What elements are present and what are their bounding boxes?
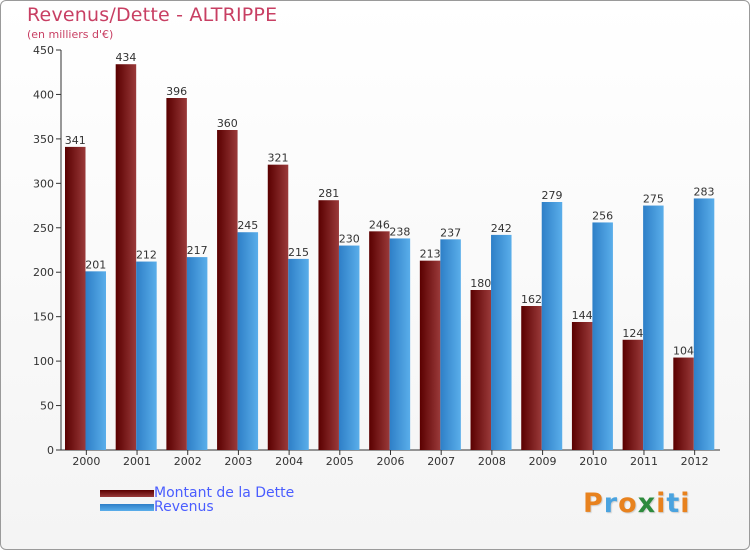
x-tick-label: 2012 (681, 455, 709, 468)
data-label-dette: 144 (572, 309, 593, 322)
proxiti-logo: Proxiti (583, 488, 691, 519)
data-label-revenus: 279 (541, 189, 562, 202)
data-label-dette: 162 (521, 293, 542, 306)
data-label-revenus: 256 (592, 209, 613, 222)
x-tick-label: 2000 (72, 455, 100, 468)
bar-revenus (288, 258, 309, 450)
data-label-revenus: 242 (491, 222, 512, 235)
logo-letter: o (618, 488, 638, 519)
data-label-dette: 180 (470, 277, 491, 290)
x-tick-label: 2005 (326, 455, 354, 468)
bar-dette (115, 64, 137, 450)
logo-letter: t (666, 488, 681, 519)
bar-dette (622, 339, 644, 450)
legend-label-revenus: Revenus (154, 499, 214, 515)
y-tick-label: 0 (47, 444, 54, 457)
data-label-revenus: 275 (643, 193, 664, 206)
bar-revenus (136, 261, 157, 450)
data-label-dette: 434 (115, 51, 136, 64)
data-label-dette: 213 (420, 248, 441, 261)
logo-letter: i (680, 488, 691, 519)
legend-swatch-revenus (100, 504, 154, 511)
bar-revenus (186, 257, 208, 450)
chart-title: Revenus/Dette - ALTRIPPE (27, 4, 278, 26)
data-label-revenus: 230 (339, 233, 360, 246)
legend-label-dette: Montant de la Dette (154, 485, 295, 501)
logo-letter: i (656, 488, 667, 519)
bar-revenus (643, 205, 664, 450)
x-tick-label: 2010 (579, 455, 607, 468)
y-tick-label: 100 (33, 355, 54, 368)
data-label-revenus: 212 (136, 249, 157, 262)
axes-group: 0 50 100 150 200 250 300 350 400 450 2000 2001 2002 2… (33, 44, 720, 468)
data-label-revenus: 217 (187, 244, 208, 257)
logo-letter: r (603, 488, 619, 519)
logo-letter: x (637, 488, 657, 519)
data-label-dette: 104 (673, 345, 694, 358)
data-label-dette: 124 (622, 327, 643, 340)
data-label-dette: 321 (268, 152, 289, 165)
bar-dette (217, 130, 238, 450)
bar-dette (571, 322, 593, 450)
bar-revenus (85, 271, 106, 450)
y-tick-label: 200 (33, 266, 54, 279)
bar-dette (521, 306, 542, 450)
y-tick-label: 300 (33, 177, 54, 190)
x-tick-label: 2011 (630, 455, 658, 468)
data-label-revenus: 215 (288, 246, 309, 259)
bar-dette (369, 231, 390, 450)
data-label-revenus: 237 (440, 226, 461, 239)
bar-dette (470, 290, 492, 450)
logo-letter: P (583, 488, 604, 519)
bar-revenus (237, 232, 259, 450)
data-label-revenus: 201 (85, 258, 106, 271)
bar-dette (166, 98, 187, 450)
y-tick-label: 350 (33, 133, 54, 146)
bar-revenus (440, 239, 461, 450)
y-tick-label: 50 (40, 400, 54, 413)
legend-swatch-dette (100, 490, 154, 497)
bar-dette (65, 146, 86, 450)
bar-revenus (338, 245, 360, 450)
x-tick-label: 2006 (377, 455, 405, 468)
bar-revenus (389, 238, 411, 450)
bar-revenus (693, 198, 715, 450)
bar-revenus (592, 222, 613, 450)
bars-group: 3412014342123962173602453212152812302462… (65, 51, 715, 450)
x-tick-label: 2003 (224, 455, 252, 468)
y-tick-label: 450 (33, 44, 54, 57)
data-label-dette: 341 (65, 134, 86, 147)
x-tick-label: 2002 (174, 455, 202, 468)
bar-revenus (491, 234, 512, 450)
data-label-dette: 396 (166, 85, 187, 98)
bar-revenus (541, 202, 563, 450)
y-tick-label: 150 (33, 311, 54, 324)
chart-subtitle: (en milliers d'€) (27, 28, 114, 41)
y-tick-label: 250 (33, 222, 54, 235)
data-label-revenus: 245 (237, 219, 258, 232)
x-tick-label: 2008 (478, 455, 506, 468)
data-label-dette: 281 (318, 187, 339, 200)
x-tick-label: 2001 (123, 455, 151, 468)
data-label-revenus: 238 (389, 225, 410, 238)
data-label-dette: 246 (369, 218, 390, 231)
data-label-revenus: 283 (694, 185, 715, 198)
bar-dette (267, 164, 289, 450)
x-tick-label: 2004 (275, 455, 303, 468)
x-tick-label: 2009 (529, 455, 557, 468)
data-label-dette: 360 (217, 117, 238, 130)
bar-dette (673, 357, 694, 450)
x-tick-label: 2007 (427, 455, 455, 468)
bar-dette (318, 200, 339, 450)
bar-dette (419, 260, 441, 450)
y-tick-label: 400 (33, 88, 54, 101)
